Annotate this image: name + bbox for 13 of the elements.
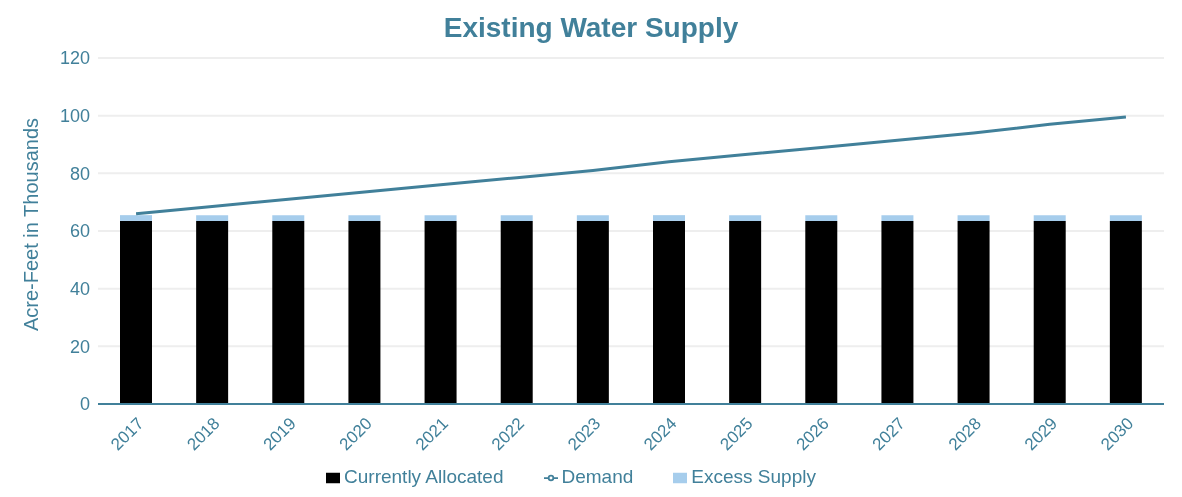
y-tick-label: 100 xyxy=(59,106,90,127)
y-tick-label: 60 xyxy=(69,221,90,242)
y-tick-label: 80 xyxy=(69,163,90,184)
legend-label: Demand xyxy=(561,466,634,487)
legend-label: Currently Allocated xyxy=(344,466,504,487)
legend-label: Excess Supply xyxy=(691,466,816,487)
y-tick-label: 0 xyxy=(79,394,90,415)
y-tick-label: 120 xyxy=(59,48,90,69)
line-series xyxy=(134,115,1128,216)
y-axis-title: Acre-Feet in Thousands xyxy=(20,117,43,331)
chart-title: Existing Water Supply xyxy=(442,11,740,45)
y-tick-label: 40 xyxy=(69,279,90,300)
y-tick-label: 20 xyxy=(69,336,90,357)
